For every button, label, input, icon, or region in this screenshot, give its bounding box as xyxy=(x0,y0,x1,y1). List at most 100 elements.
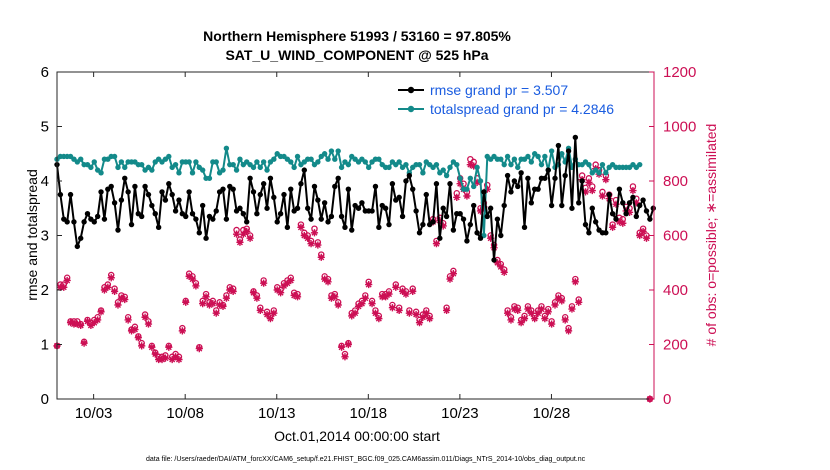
obs-assimilated-point xyxy=(405,309,413,317)
rmse-point xyxy=(430,219,436,225)
rmse-point xyxy=(410,186,416,192)
spread-point xyxy=(525,153,531,160)
spread-point xyxy=(474,164,480,171)
rmse-point xyxy=(491,257,497,263)
spread-point xyxy=(386,164,392,171)
rmse-point xyxy=(626,200,633,206)
obs-assimilated-point xyxy=(266,315,275,323)
spread-point xyxy=(122,164,128,171)
rmse-point xyxy=(162,197,169,203)
chart-subtitle: SAT_U_WIND_COMPONENT @ 525 hPa xyxy=(225,47,488,63)
rmse-point xyxy=(264,205,270,211)
obs-assimilated-point xyxy=(260,279,268,287)
rmse-point xyxy=(616,186,623,192)
rmse-point xyxy=(471,202,477,209)
spread-point xyxy=(250,164,257,171)
obs-assimilated-point xyxy=(453,193,461,201)
data-file-footnote: data file: /Users/raeder/DAI/ATM_forcXX/… xyxy=(146,456,586,463)
spread-point xyxy=(603,170,609,176)
rmse-point xyxy=(111,200,118,206)
spread-point xyxy=(335,148,341,154)
rmse-point xyxy=(643,208,650,214)
spread-point xyxy=(376,156,382,162)
rmse-point xyxy=(572,134,579,141)
rmse-point xyxy=(630,194,636,201)
rmse-point xyxy=(501,202,507,209)
spread-point xyxy=(264,167,270,173)
obs-assimilated-point xyxy=(80,339,88,347)
obs-assimilated-point xyxy=(575,298,583,306)
obs-assimilated-point xyxy=(388,304,396,312)
spread-point xyxy=(98,170,104,176)
rmse-point xyxy=(149,202,155,209)
rmse-point xyxy=(372,183,379,190)
obs-assimilated-point xyxy=(158,355,166,364)
spread-point xyxy=(230,161,236,168)
rmse-point xyxy=(562,172,568,179)
spread-point xyxy=(511,156,518,162)
rmse-point xyxy=(359,200,365,206)
x-tick-label: 10/08 xyxy=(166,405,204,422)
rmse-point xyxy=(386,221,392,228)
rmse-point xyxy=(274,219,280,225)
spread-point xyxy=(538,161,545,168)
obs-assimilated-point xyxy=(121,295,129,304)
rmse-point xyxy=(311,183,318,190)
obs-assimilated-point xyxy=(466,161,474,169)
rmse-point xyxy=(389,181,396,187)
obs-assimilated-point xyxy=(551,301,559,309)
obs-assimilated-point xyxy=(581,188,590,196)
rmse-point xyxy=(267,175,274,181)
obs-assimilated-point xyxy=(534,309,542,317)
obs-assimilated-point xyxy=(629,186,637,195)
spread-point xyxy=(223,145,230,151)
rmse-point xyxy=(155,224,162,231)
obs-assimilated-point xyxy=(253,294,261,302)
spread-point xyxy=(332,156,338,162)
plot-area xyxy=(53,71,656,403)
obs-assimilated-point xyxy=(558,297,566,305)
obs-assimilated-point xyxy=(87,321,95,330)
rmse-point xyxy=(294,205,301,211)
obs-assimilated-point xyxy=(561,316,569,324)
obs-assimilated-point xyxy=(412,310,420,319)
obs-assimilated-point xyxy=(544,308,552,316)
spread-point xyxy=(501,161,507,168)
rmse-point xyxy=(81,219,87,225)
rmse-point xyxy=(305,205,311,211)
obs-assimilated-point xyxy=(476,207,485,215)
rmse-point xyxy=(399,213,406,220)
obs-assimilated-point xyxy=(297,223,305,231)
rmse-point xyxy=(244,219,250,225)
spread-point xyxy=(111,153,118,160)
rmse-point xyxy=(193,216,199,222)
obs-assimilated-point xyxy=(327,294,336,302)
obs-assimilated-point xyxy=(439,222,447,230)
spread-point xyxy=(447,164,453,171)
obs-assimilated-point xyxy=(249,289,258,297)
obs-assimilated-point xyxy=(334,301,342,309)
spread-point xyxy=(328,148,335,154)
obs-assimilated-point xyxy=(554,294,563,302)
rmse-point xyxy=(159,189,165,195)
rmse-point xyxy=(542,175,548,181)
rmse-point xyxy=(142,183,148,190)
rmse-point xyxy=(166,181,172,187)
rmse-point xyxy=(521,224,528,231)
obs-assimilated-point xyxy=(165,343,173,351)
obs-assimilated-point xyxy=(598,192,607,200)
obs-assimilated-point xyxy=(443,306,451,315)
rmse-point xyxy=(396,194,402,201)
obs-assimilated-point xyxy=(331,293,339,301)
chart-title: Northern Hemisphere 51993 / 53160 = 97.8… xyxy=(203,28,511,44)
obs-assimilated-point xyxy=(371,309,380,317)
spread-point xyxy=(535,153,541,160)
obs-assimilated-point xyxy=(642,234,651,242)
rmse-point xyxy=(518,170,524,176)
obs-assimilated-point xyxy=(256,306,264,315)
rmse-point xyxy=(176,197,182,203)
obs-assimilated-point xyxy=(202,293,210,301)
obs-assimilated-point xyxy=(127,327,136,335)
spread-point xyxy=(199,167,206,173)
